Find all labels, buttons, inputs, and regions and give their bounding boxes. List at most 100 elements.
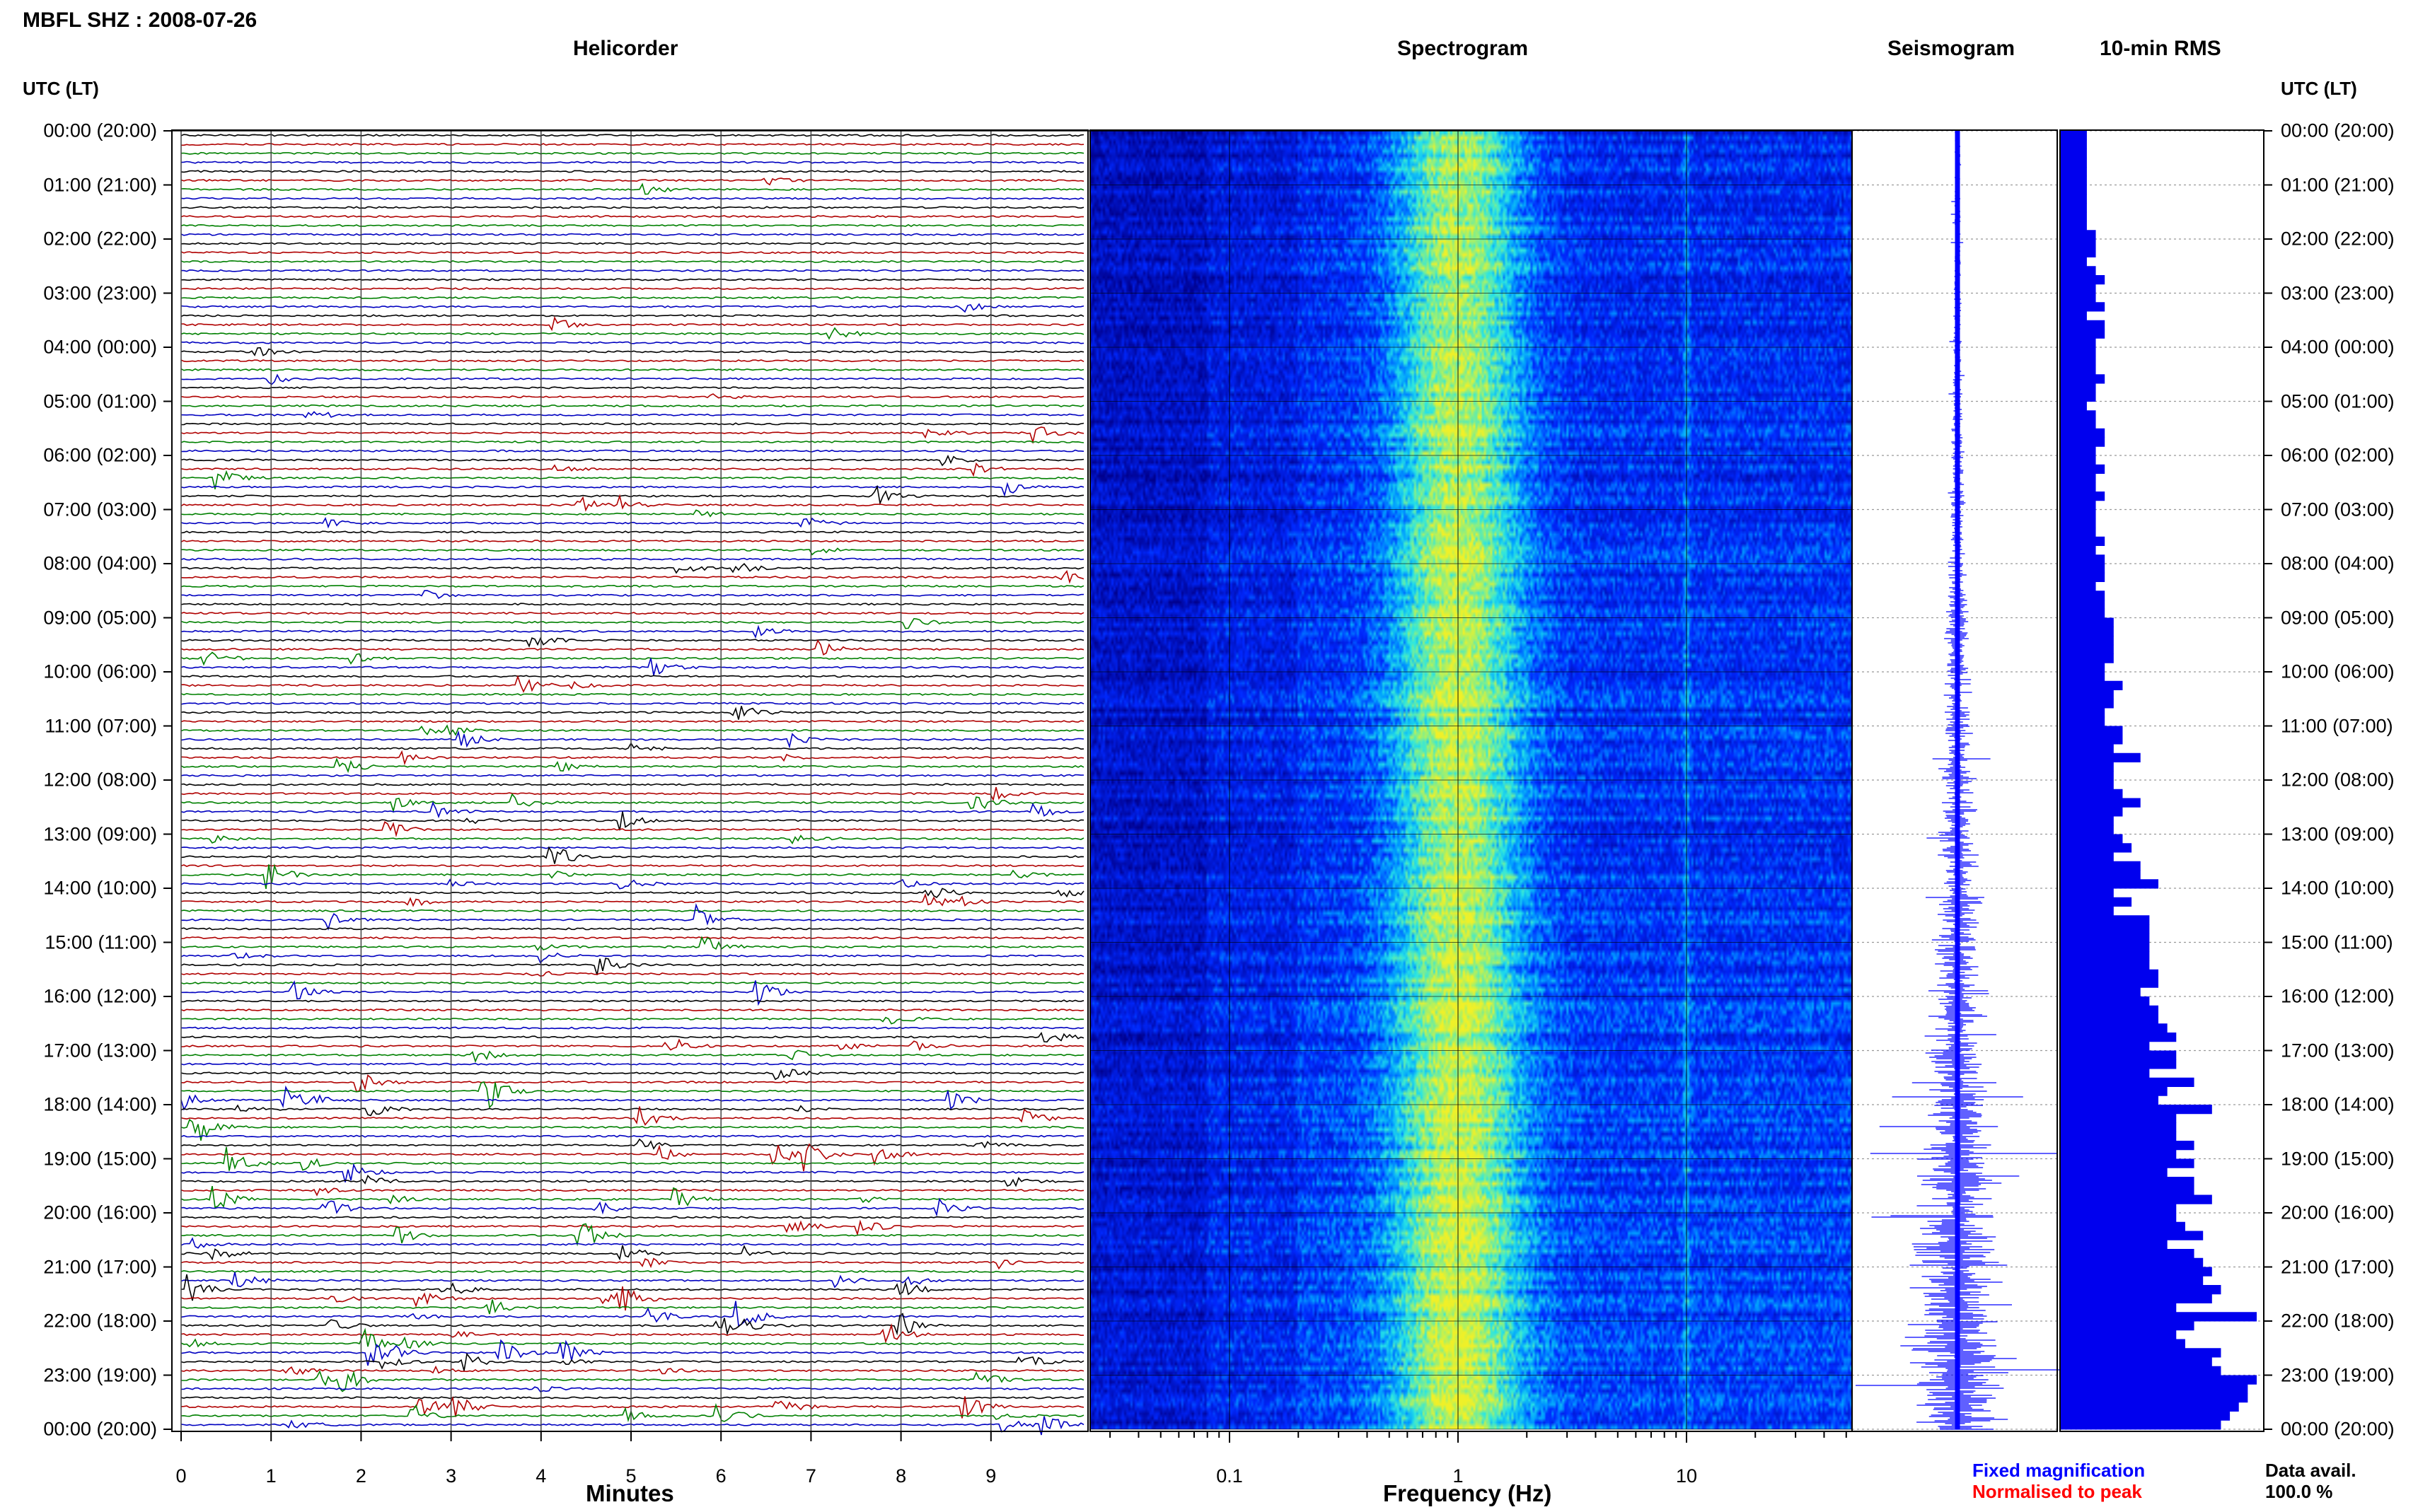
helicorder-trace [180,730,1084,749]
helicorder-trace [180,1085,1084,1111]
helicorder-trace [180,692,1084,696]
rms-bar [2060,572,2105,582]
rms-bar [2060,1122,2177,1132]
rms-bar [2060,608,2105,618]
helicorder-trace [180,821,1084,838]
time-label-left: 01:00 (21:00) [43,174,157,195]
rms-bar [2060,870,2141,880]
rms-bar [2060,1221,2185,1231]
helicorder-trace [180,902,1084,931]
helicorder-trace [180,1106,1084,1126]
helicorder-trace [180,386,1084,390]
helicorder-trace [180,846,1084,849]
rms-bar [2060,1330,2177,1339]
helicorder-trace [180,999,1084,1003]
helicorder-trace [180,570,1084,584]
rms-bar [2060,744,2114,754]
rms-bar [2060,492,2105,501]
helicorder-trace [180,1365,1084,1376]
time-label-left: 12:00 (08:00) [43,769,157,791]
rms-bar [2060,699,2114,709]
helicorder-trace [180,359,1084,363]
helicorder-trace [180,1026,1084,1030]
helicorder-trace [180,151,1084,155]
frequency-tick-label: 0.1 [1216,1465,1243,1487]
helicorder-trace [180,617,1084,629]
time-label-right: 21:00 (17:00) [2281,1256,2395,1277]
helicorder-trace [180,658,1084,676]
helicorder-trace [180,1269,1084,1273]
rms-bar [2060,365,2096,375]
rms-bar [2060,203,2087,213]
time-label-right: 13:00 (09:00) [2281,823,2395,844]
rms-bar [2060,807,2123,817]
frequency-axis-label: Frequency (Hz) [1383,1480,1552,1506]
rms-bar [2060,825,2114,834]
helicorder-trace [180,1185,1084,1209]
rms-bar [2060,636,2114,646]
rms-bar [2060,834,2123,844]
rms-bar [2060,194,2087,204]
helicorder-trace [180,1016,1084,1025]
helicorder-trace [180,197,1084,200]
rms-bar [2060,518,2096,528]
rms-bar [2060,627,2114,636]
minute-tick-label: 1 [265,1465,277,1487]
rms-bar [2060,1086,2168,1096]
helicorder-trace [180,251,1084,255]
rms-bar [2060,960,2150,970]
rms-bar [2060,266,2096,276]
rms-bar [2060,1366,2221,1376]
helicorder-trace [180,1299,1084,1315]
rms-bar [2060,554,2105,564]
rms-bar [2060,356,2096,366]
helicorder-trace [180,1038,1084,1052]
rms-bar [2060,680,2123,690]
helicorder-trace [180,1416,1084,1436]
rms-bar [2060,581,2096,591]
rms-bar [2060,536,2105,546]
helicorder-trace [180,314,1084,318]
helicorder-trace [180,440,1084,444]
rms-bar [2060,933,2150,943]
helicorder-trace [180,1069,1084,1081]
helicorder-trace [180,341,1084,344]
helicorder-trace [180,1301,1084,1327]
rms-bar [2060,1267,2212,1277]
time-label-right: 16:00 (12:00) [2281,985,2395,1007]
helicorder-trace [180,892,1084,907]
rms-bar [2060,690,2114,699]
rms-bar [2060,509,2096,519]
rms-bar [2060,211,2087,221]
rms-bar [2060,1023,2168,1033]
rms-bar [2060,663,2105,673]
legend-fixed-magnification: Fixed magnification [1972,1460,2146,1481]
helicorder-trace [180,878,1084,890]
helicorder-trace [180,161,1084,164]
helicorder-trace [180,724,1084,736]
rms-bar [2060,1005,2158,1015]
rms-bar [2060,1132,2177,1141]
data-availability-label: Data avail. [2265,1460,2356,1481]
helicorder-trace [180,801,1084,819]
rms-bar [2060,149,2087,158]
rms-bar [2060,338,2096,348]
helicorder-trace [180,927,1084,931]
helicorder-trace [180,557,1084,561]
rms-bar [2060,653,2114,663]
helicorder-trace [181,143,1084,146]
time-label-left: 08:00 (04:00) [43,552,157,574]
rms-bar [2060,1204,2177,1214]
rms-bar [2060,284,2096,293]
time-label-left: 15:00 (11:00) [45,931,157,953]
rms-bar [2060,1177,2194,1187]
time-label-left: 00:00 (20:00) [43,1418,157,1440]
helicorder-trace [180,1257,1084,1270]
helicorder-trace [180,1081,1084,1109]
helicorder-trace [180,170,1084,173]
helicorder-trace [180,981,1084,984]
rms-bar [2060,1149,2177,1159]
helicorder-trace [181,1313,1084,1337]
helicorder-trace [180,888,1084,899]
rms-bar [2060,735,2123,745]
